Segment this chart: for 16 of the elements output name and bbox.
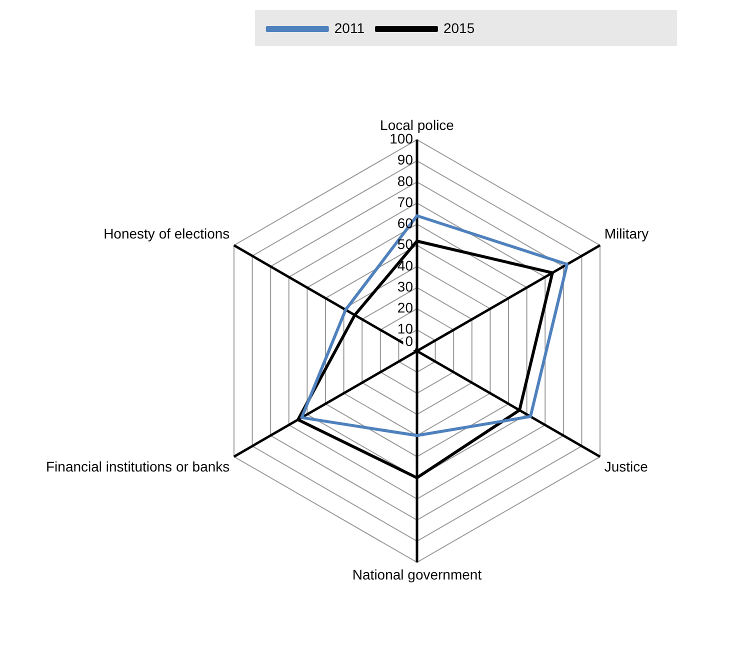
spoke-label: Military <box>604 225 649 242</box>
legend-label: 2015 <box>443 20 475 36</box>
spoke-label: Local police <box>380 117 454 134</box>
y-tick-label: 80 <box>397 172 414 189</box>
y-tick-label: 70 <box>397 194 414 210</box>
spoke-label: Financial institutions or banks <box>46 458 230 474</box>
y-tick-label: 40 <box>397 257 414 274</box>
spoke-label: National government <box>352 566 482 583</box>
y-tick-label: 30 <box>397 278 414 294</box>
y-tick-label: 100 <box>390 130 414 147</box>
spoke-label: Honesty of elections <box>104 225 230 242</box>
y-tick-label: 0 <box>405 332 414 349</box>
legend-label: 2011 <box>334 20 365 36</box>
spoke-label: Justice <box>604 458 648 474</box>
y-tick-label: 90 <box>397 152 414 168</box>
y-tick-label: 20 <box>397 300 414 316</box>
